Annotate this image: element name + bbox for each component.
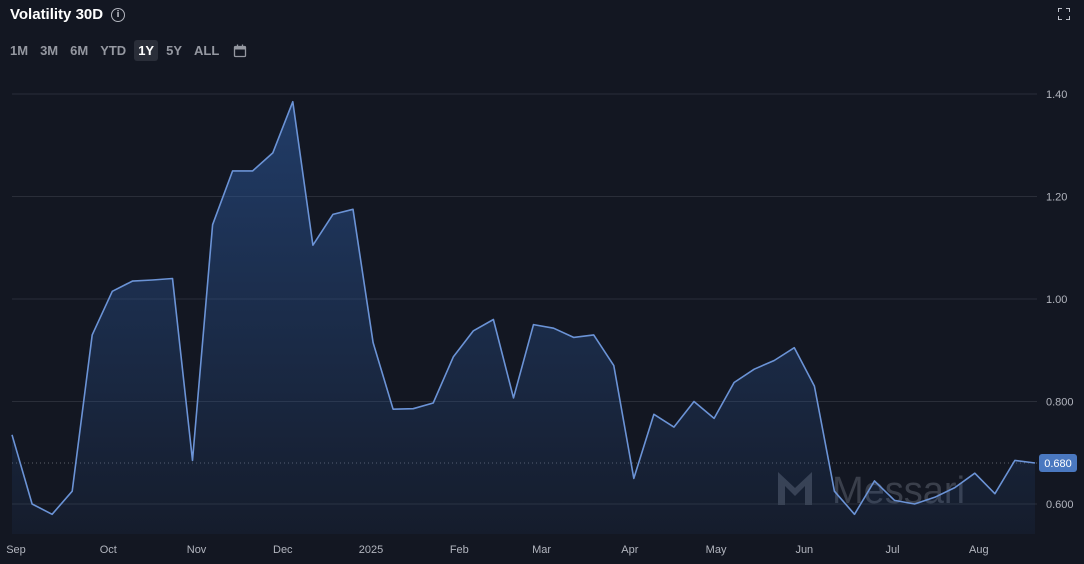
current-value-text: 0.680 bbox=[1044, 458, 1072, 470]
x-tick-label: 2025 bbox=[359, 544, 383, 556]
x-tick-label: Oct bbox=[100, 544, 117, 556]
series bbox=[11, 100, 1036, 534]
x-tick-label: Dec bbox=[273, 544, 293, 556]
area-fill bbox=[12, 101, 1035, 534]
range-button-1y[interactable]: 1Y bbox=[134, 40, 159, 61]
y-tick-label: 1.20 bbox=[1046, 192, 1067, 204]
series-line bbox=[11, 100, 1036, 516]
chart-header: Volatility 30D i bbox=[10, 6, 126, 23]
x-tick-label: Mar bbox=[532, 544, 551, 556]
range-button-5y[interactable]: 5Y bbox=[166, 43, 182, 58]
range-button-all[interactable]: ALL bbox=[194, 43, 220, 58]
x-tick-label: Feb bbox=[450, 544, 469, 556]
x-tick-label: Aug bbox=[969, 544, 989, 556]
x-tick-label: Sep bbox=[6, 544, 26, 556]
x-axis: Sep Oct Nov Dec 2025 Feb Mar Apr May Jun Jul Aug bbox=[6, 544, 988, 556]
y-tick-label: 1.00 bbox=[1046, 294, 1067, 306]
y-tick-label: 0.600 bbox=[1046, 499, 1074, 511]
page-title: Volatility 30D bbox=[10, 6, 104, 23]
range-button-6m[interactable]: 6M bbox=[70, 43, 89, 58]
current-value-label: 0.680 bbox=[1039, 454, 1077, 472]
y-tick-label: 1.40 bbox=[1046, 89, 1067, 101]
calendar-icon[interactable] bbox=[233, 44, 247, 58]
y-tick-label: 0.800 bbox=[1046, 397, 1074, 409]
range-button-1m[interactable]: 1M bbox=[10, 43, 29, 58]
range-button-ytd[interactable]: YTD bbox=[100, 43, 127, 58]
y-axis: 1.40 1.20 1.00 0.800 0.600 bbox=[1046, 89, 1074, 511]
range-button-3m[interactable]: 3M bbox=[40, 43, 59, 58]
range-selector: 1M 3M 6M YTD 1Y 5Y ALL bbox=[6, 40, 247, 61]
x-tick-label: May bbox=[706, 544, 727, 556]
x-tick-label: Nov bbox=[187, 544, 207, 556]
info-icon[interactable]: i bbox=[111, 7, 126, 22]
x-tick-label: Jun bbox=[795, 544, 813, 556]
x-tick-label: Apr bbox=[621, 544, 638, 556]
x-tick-label: Jul bbox=[886, 544, 900, 556]
